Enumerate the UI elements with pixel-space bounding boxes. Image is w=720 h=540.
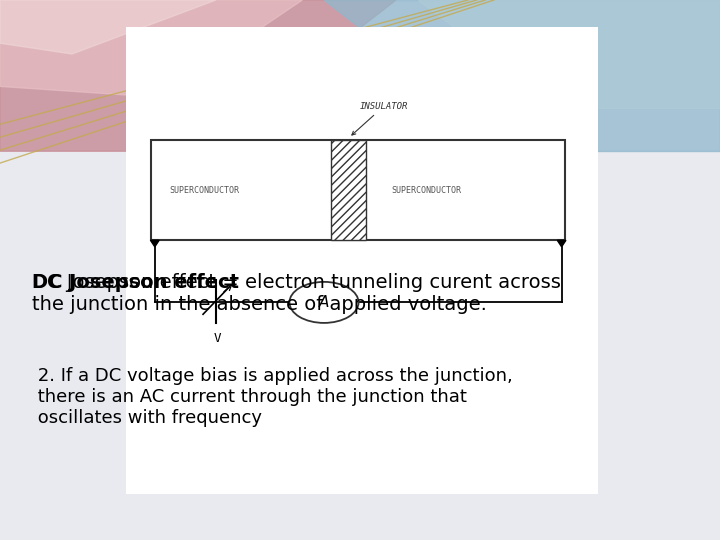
Polygon shape [0,0,302,97]
Text: A: A [319,295,329,310]
Polygon shape [324,0,720,151]
Polygon shape [150,240,159,247]
Polygon shape [0,0,216,54]
Text: DC Josepson effect: DC Josepson effect [32,273,239,292]
Polygon shape [557,240,566,247]
Text: SUPERCONDUCTOR: SUPERCONDUCTOR [169,186,239,195]
Bar [126,27,598,494]
Ellipse shape [289,282,359,323]
Text: INSULATOR: INSULATOR [352,102,408,135]
Polygon shape [0,0,396,151]
Text: SUPERCONDUCTOR: SUPERCONDUCTOR [392,186,462,195]
Bar [151,140,565,240]
Text: V: V [214,332,221,345]
Bar [331,140,366,240]
Polygon shape [418,0,720,108]
Text: DC Josepson effect = electron tunneling curent across
the junction in the absenc: DC Josepson effect = electron tunneling … [32,273,562,314]
Text: 2. If a DC voltage bias is applied across the junction,
 there is an AC current : 2. If a DC voltage bias is applied acros… [32,367,513,427]
